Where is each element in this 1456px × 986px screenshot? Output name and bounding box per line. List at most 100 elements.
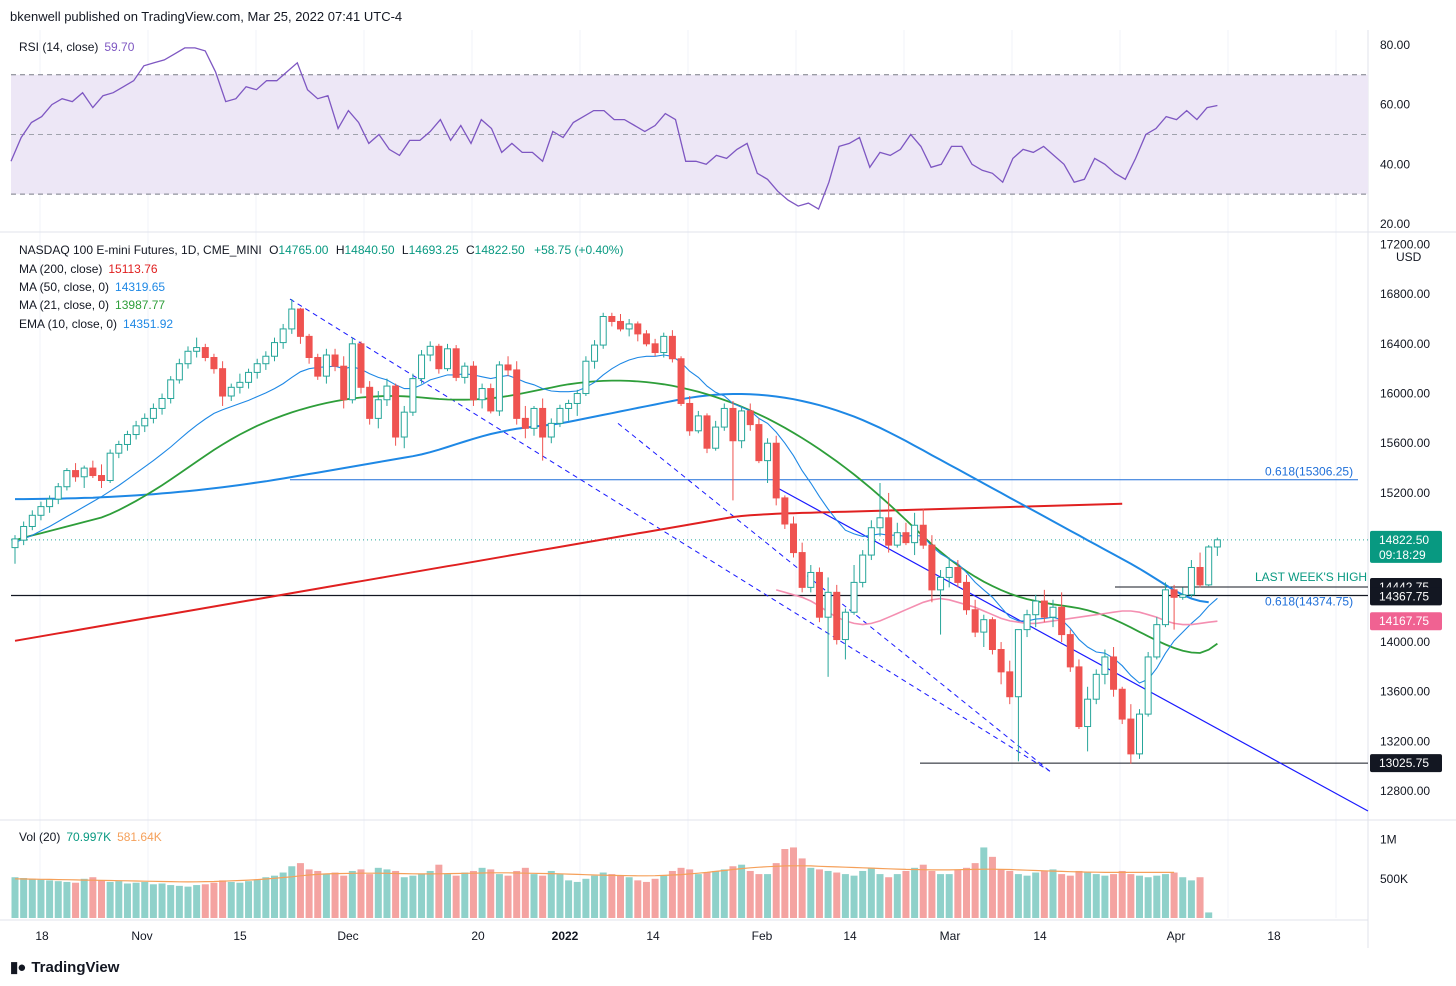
ema10-legend: EMA (10, close, 0) 14351.92 (19, 317, 173, 331)
volume-bar (997, 869, 1005, 918)
candle-body (634, 323, 642, 335)
candle-body (1187, 566, 1195, 596)
price-badge-countdown: 09:18:29 (1379, 548, 1426, 562)
price-badge-label: 14167.75 (1379, 614, 1429, 628)
candle-body (781, 497, 789, 525)
candle-body (521, 417, 529, 429)
last-week-high-label: LAST WEEK'S HIGH (1255, 570, 1367, 584)
volume-bar (123, 883, 131, 918)
volume-bar (893, 874, 901, 918)
volume-bar (28, 878, 36, 918)
volume-bar (357, 869, 365, 918)
volume-bar (1205, 912, 1213, 918)
candle-body (98, 475, 105, 482)
candle-body (219, 368, 227, 397)
volume-bar (686, 869, 694, 918)
price-tick-label: 14000.00 (1380, 635, 1430, 649)
volume-bar (1136, 875, 1143, 918)
candle-body (409, 378, 417, 413)
candle-body (928, 544, 936, 591)
volume-bar (634, 880, 642, 918)
publisher-line: bkenwell published on TradingView.com, M… (10, 9, 403, 24)
candle-body (902, 532, 910, 544)
channel-line-lower (617, 422, 1051, 772)
candle-body (1023, 614, 1031, 631)
time-tick-label: 2022 (552, 929, 579, 943)
volume-bar (89, 877, 97, 918)
volume-bar (919, 864, 927, 918)
time-tick-label: Mar (940, 929, 961, 943)
candle-body (1049, 606, 1057, 618)
volume-bar (400, 877, 408, 918)
candle-body (331, 354, 339, 367)
ma200-legend: MA (200, close) 15113.76 (19, 262, 158, 276)
volume-bar (573, 881, 581, 918)
candle-body (115, 443, 123, 454)
volume-bar (504, 875, 512, 918)
volume-bar (1161, 874, 1169, 918)
volume-bar (245, 881, 253, 918)
candle-body (1205, 546, 1213, 586)
candle-body (530, 407, 538, 429)
volume-bar (383, 869, 391, 918)
volume-bar (755, 874, 763, 918)
candle-body (435, 345, 443, 370)
candle-body (54, 486, 62, 500)
price-tick-label: 16800.00 (1380, 287, 1430, 301)
symbol-title: NASDAQ 100 E-mini Futures, 1D, CME_MINI (19, 243, 262, 257)
volume-bar (461, 872, 469, 918)
volume-bar (651, 878, 659, 918)
ma-pink-line (775, 589, 1218, 626)
volume-bar (1101, 875, 1109, 918)
change-value: +58.75 (+0.40%) (534, 243, 624, 257)
volume-bar (72, 882, 80, 918)
candle-body (106, 452, 114, 482)
price-tick-label: 16000.00 (1380, 387, 1430, 401)
volume-bar (46, 880, 54, 918)
candle-body (262, 355, 270, 365)
candle-body (937, 576, 945, 591)
volume-bar (262, 877, 270, 918)
volume-bar (296, 863, 304, 918)
volume-bar (556, 874, 564, 918)
candle-body (236, 381, 244, 388)
volume-bar (513, 870, 521, 918)
candle-body (271, 342, 278, 357)
candle-body (608, 315, 616, 322)
time-tick-label: 18 (1267, 929, 1281, 943)
volume-bar (781, 849, 789, 918)
candle-body (504, 364, 512, 371)
rsi-tick-label: 20.00 (1380, 217, 1410, 231)
tradingview-brand[interactable]: ▮● TradingView (10, 958, 119, 977)
candle-body (963, 581, 970, 611)
time-tick-label: Nov (131, 929, 152, 943)
volume-bar (1066, 875, 1074, 918)
volume-bar (1110, 874, 1118, 918)
candle-body (668, 335, 676, 360)
volume-bar (487, 869, 495, 918)
candle-body (720, 407, 728, 428)
time-tick-label: 15 (233, 929, 247, 943)
volume-bar (599, 872, 607, 918)
ma50-label: MA (50, close, 0) (19, 280, 110, 294)
candle-body (461, 365, 469, 378)
candle-body (37, 506, 45, 516)
candle-body (322, 354, 330, 377)
volume-bar (478, 867, 486, 918)
volume-bar (37, 879, 45, 918)
time-tick-label: 14 (646, 929, 660, 943)
volume-bar (1118, 870, 1126, 918)
candle-body (1110, 656, 1118, 690)
candle-body (314, 356, 322, 377)
volume-bar (54, 881, 62, 918)
volume-bar (184, 886, 192, 918)
candle-body (876, 517, 884, 529)
volume-bar (314, 870, 322, 918)
volume-bar (850, 875, 858, 918)
volume-bar (625, 877, 633, 918)
candle-body (919, 524, 927, 546)
volume-bar (227, 881, 235, 918)
candle-body (547, 422, 555, 438)
candle-body (582, 360, 590, 395)
